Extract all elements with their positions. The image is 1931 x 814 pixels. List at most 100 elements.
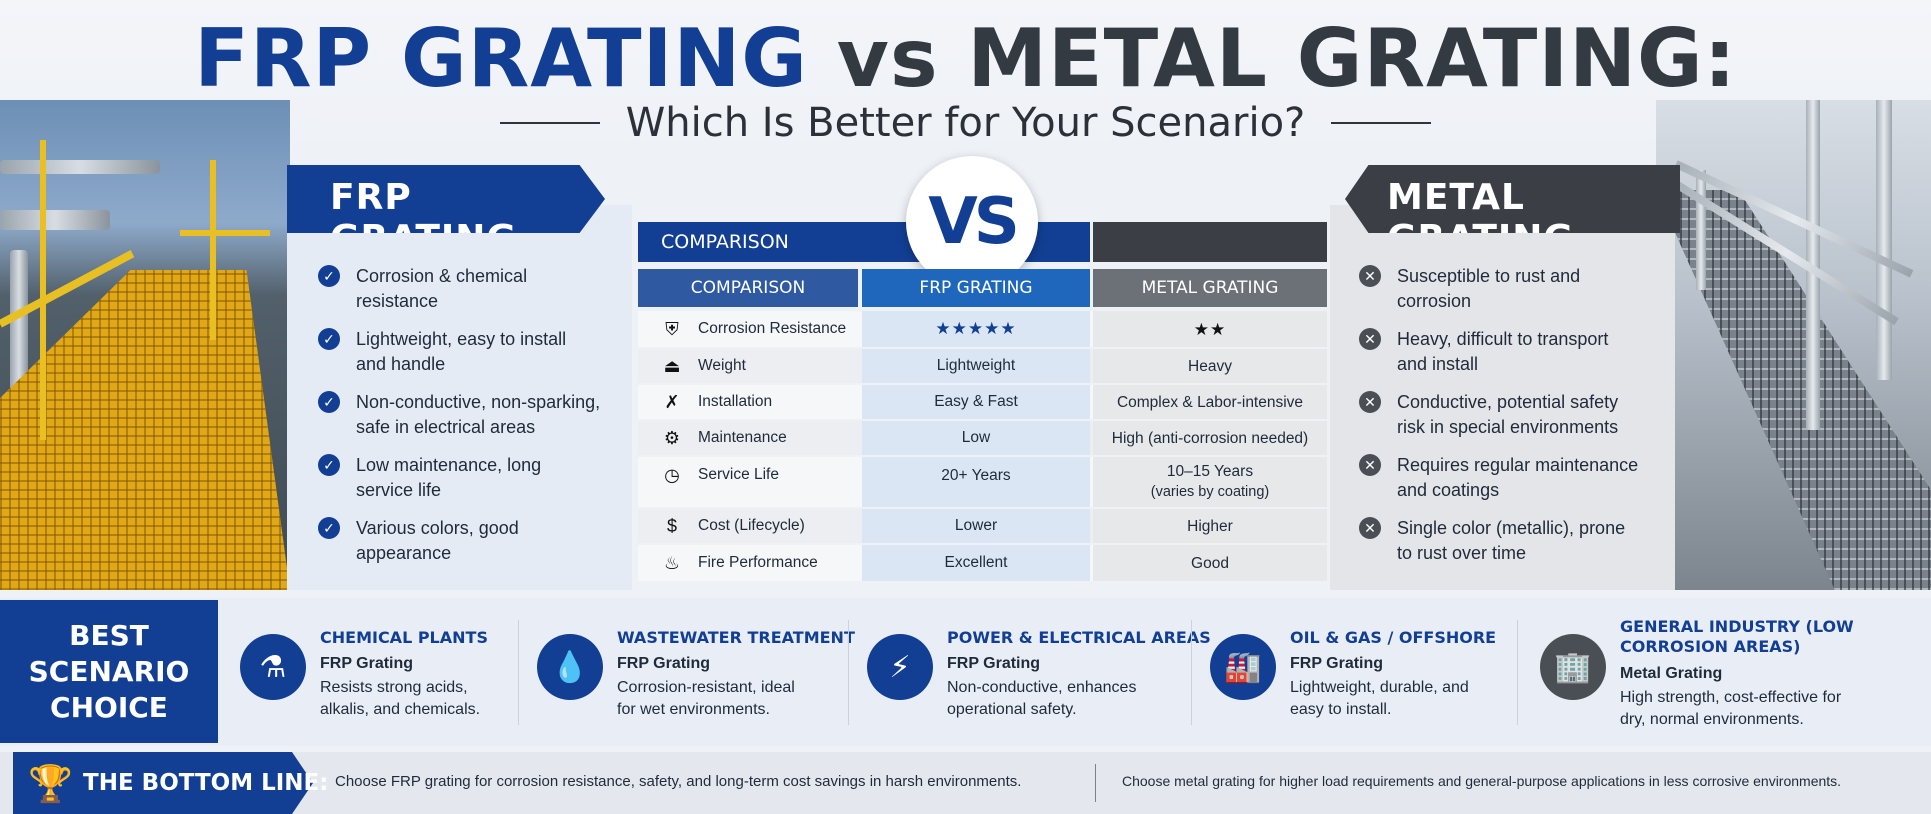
metal-value: Complex & Labor-intensive <box>1093 385 1327 419</box>
gear-icon: ⚙ <box>663 427 681 448</box>
best-scenario-heading: BEST SCENARIO CHOICE <box>0 600 218 743</box>
building-icon: 🏢 <box>1540 634 1606 700</box>
bottom-line-label-bg <box>13 752 313 814</box>
factory-icon: 🏭 <box>1210 634 1276 700</box>
row-label: ⛨ Corrosion Resistance <box>660 311 860 347</box>
list-item: ✓ Corrosion & chemical resistance <box>318 264 598 314</box>
scenario-choice: FRP Grating <box>617 655 711 672</box>
x-circle-icon: ✕ <box>1359 454 1381 476</box>
scenario-title: OIL & GAS / OFFSHORE <box>1290 628 1497 647</box>
x-circle-icon: ✕ <box>1359 265 1381 287</box>
bottom-line-metal-text: Choose metal grating for higher load req… <box>1122 773 1842 789</box>
frp-value: Excellent <box>862 545 1090 581</box>
divider <box>1095 764 1096 802</box>
metal-value: ★★ <box>1093 311 1327 347</box>
water-drop-icon: 💧 <box>537 634 603 700</box>
scenario-choice: Metal Grating <box>1620 665 1723 682</box>
list-item: ✓ Lightweight, easy to install and handle <box>318 327 598 377</box>
x-circle-icon: ✕ <box>1359 328 1381 350</box>
frp-benefits-panel <box>287 205 632 590</box>
bottom-line-band <box>0 752 1931 814</box>
list-item: ✓ Various colors, good appearance <box>318 516 588 566</box>
flame-icon: ♨ <box>663 552 681 573</box>
weight-icon: ⏏ <box>663 355 681 376</box>
clock-icon: ◷ <box>664 464 680 485</box>
metal-value: High (anti-corrosion needed) <box>1093 421 1327 455</box>
handrail-post <box>1696 170 1706 290</box>
row-label: ⚙ Maintenance <box>660 421 860 455</box>
divider <box>848 620 849 725</box>
pipe-shape <box>0 160 160 174</box>
table-header-comparison: COMPARISON <box>638 269 858 307</box>
trophy-icon: 🏆 <box>28 763 73 804</box>
star-rating: ★★ <box>1193 319 1227 339</box>
metal-walkway-photo <box>1656 100 1931 590</box>
frp-value: Lower <box>862 509 1090 543</box>
bottom-line-frp-text: Choose FRP grating for corrosion resista… <box>335 773 1022 790</box>
shield-icon: ⛨ <box>665 318 679 339</box>
frp-banner-label: FRP GRATING <box>330 177 516 233</box>
scenario-wastewater: 💧 WASTEWATER TREATMENT FRP Grating Corro… <box>537 615 855 735</box>
frp-value: Easy & Fast <box>862 385 1090 419</box>
list-item: ✕ Single color (metallic), prone to rust … <box>1359 516 1639 566</box>
list-item: ✕ Susceptible to rust and corrosion <box>1359 264 1629 314</box>
scenario-general-industry: 🏢 GENERAL INDUSTRY (LOW CORROSION AREAS)… <box>1540 615 1900 735</box>
scenario-title: POWER & ELECTRICAL AREAS <box>947 628 1211 647</box>
subtitle-rule-right <box>1331 122 1432 124</box>
divider <box>1191 620 1192 725</box>
scenario-choice: FRP Grating <box>947 655 1041 672</box>
metal-drawbacks-panel <box>1330 205 1675 590</box>
scenario-power-electrical: ⚡ POWER & ELECTRICAL AREAS FRP Grating N… <box>867 615 1211 735</box>
list-item: ✓ Non-conductive, non-sparking, safe in e… <box>318 390 608 440</box>
subtitle-row: Which Is Better for Your Scenario? <box>0 100 1931 146</box>
frp-banner: FRP GRATING <box>287 165 605 233</box>
frp-value: ★★★★★ <box>862 311 1090 347</box>
lightning-icon: ⚡ <box>867 634 933 700</box>
row-label: ◷ Service Life <box>660 457 860 493</box>
check-icon: ✓ <box>318 391 340 413</box>
frp-value: Lightweight <box>862 349 1090 383</box>
table-header-metal: METAL GRATING <box>1093 269 1327 307</box>
metal-value: 10–15 Years (varies by coating) <box>1093 457 1327 507</box>
tools-icon: ✗ <box>664 391 680 412</box>
divider <box>1517 620 1518 725</box>
metal-banner: METAL GRATING <box>1345 165 1680 233</box>
scenario-choice: FRP Grating <box>1290 655 1384 672</box>
scenario-choice: FRP Grating <box>320 655 414 672</box>
title-metal: METAL GRATING: <box>967 12 1737 105</box>
flask-icon: ⚗ <box>240 634 306 700</box>
list-item: ✕ Heavy, difficult to transport and insta… <box>1359 327 1629 377</box>
handrail-post <box>40 140 46 440</box>
handrail-shape <box>180 230 270 236</box>
star-rating: ★★★★★ <box>935 319 1017 338</box>
check-icon: ✓ <box>318 454 340 476</box>
metal-banner-label: METAL GRATING <box>1387 177 1573 233</box>
subtitle-rule-left <box>499 122 600 124</box>
scenario-title: GENERAL INDUSTRY (LOW CORROSION AREAS) <box>1620 617 1854 656</box>
row-label: ♨ Fire Performance <box>660 545 860 581</box>
comparison-top-label: COMPARISON <box>661 231 789 253</box>
list-item: ✕ Requires regular maintenance and coatin… <box>1359 453 1639 503</box>
scenario-band <box>0 598 1931 746</box>
check-icon: ✓ <box>318 517 340 539</box>
metal-value: Heavy <box>1093 349 1327 383</box>
frp-walkway-photo <box>0 100 290 590</box>
metal-value: Good <box>1093 545 1327 581</box>
scenario-title: WASTEWATER TREATMENT <box>617 628 855 647</box>
row-label: $ Cost (Lifecycle) <box>660 509 860 543</box>
handrail-post <box>210 160 216 340</box>
metal-value: Higher <box>1093 509 1327 543</box>
title-vs: vs <box>807 12 968 105</box>
dollar-icon: $ <box>666 515 677 536</box>
table-header-frp: FRP GRATING <box>862 269 1090 307</box>
bottom-line-label: THE BOTTOM LINE: <box>83 770 329 796</box>
frp-value: Low <box>862 421 1090 455</box>
frp-value: 20+ Years <box>862 457 1090 507</box>
scenario-chemical-plants: ⚗ CHEMICAL PLANTS FRP Grating Resists st… <box>240 615 510 735</box>
divider <box>518 620 519 725</box>
scenario-desc: Resists strong acids, alkalis, and chemi… <box>320 679 481 718</box>
x-circle-icon: ✕ <box>1359 391 1381 413</box>
header: FRP GRATING vs METAL GRATING: Which Is B… <box>0 0 1931 160</box>
title-frp: FRP GRATING <box>194 12 808 105</box>
page-title: FRP GRATING vs METAL GRATING: <box>0 12 1931 105</box>
